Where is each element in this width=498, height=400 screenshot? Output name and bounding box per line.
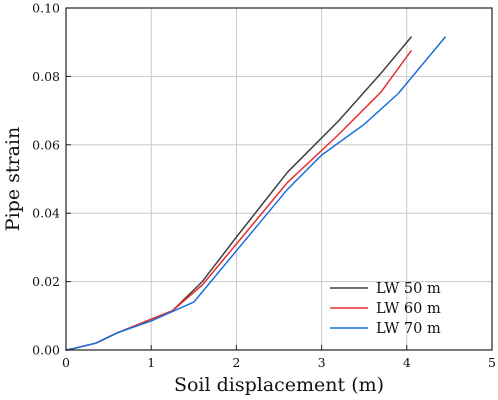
x-tick-label: 4 [403,355,411,370]
x-tick-label: 1 [147,355,155,370]
legend-label-1: LW 50 m [376,281,441,297]
legend: LW 50 m LW 60 m LW 70 m [330,281,441,337]
y-tick-label: 0.08 [32,69,60,84]
grid-layer [66,8,492,350]
series-line-3 [65,36,446,351]
tick-layer: 0 1 2 3 4 5 0.00 0.02 0.04 0.06 0.08 0.10 [32,1,496,371]
legend-label-2: LW 60 m [376,301,441,317]
y-axis-label: Pipe strain [2,127,24,231]
series-layer [65,36,446,351]
x-axis-label: Soil displacement (m) [174,374,384,396]
y-tick-label: 0.00 [32,343,60,358]
x-tick-label: 2 [232,355,240,370]
series-line-1 [65,36,412,351]
series-line-2 [65,50,412,351]
x-tick-label: 3 [318,355,326,370]
y-tick-label: 0.04 [32,206,60,221]
label-layer: Soil displacement (m) Pipe strain [2,127,384,396]
plot-frame [65,7,493,351]
y-tick-label: 0.02 [32,274,60,289]
x-tick-label: 0 [62,355,70,370]
x-tick-label: 5 [488,355,496,370]
y-tick-label: 0.06 [32,137,60,152]
legend-label-3: LW 70 m [376,321,441,337]
y-tick-label: 0.10 [32,1,60,16]
